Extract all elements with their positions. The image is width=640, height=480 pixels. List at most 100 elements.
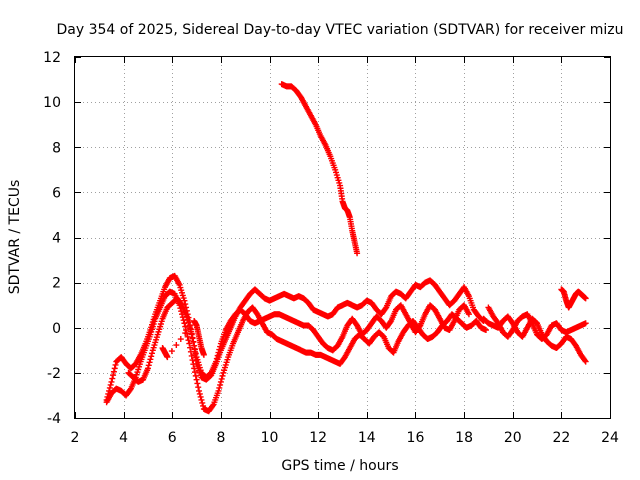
axis-ticks — [75, 57, 611, 419]
data-point-marker — [183, 313, 190, 320]
data-point-marker — [191, 369, 198, 376]
data-point-marker — [111, 365, 118, 372]
data-point-marker — [217, 381, 224, 388]
data-point-marker — [198, 396, 205, 403]
data-point-marker — [188, 352, 195, 359]
data-point-marker — [187, 348, 194, 355]
x-tick-label: 4 — [119, 430, 128, 446]
data-point-marker — [193, 376, 200, 383]
x-axis-label: GPS time / hours — [281, 458, 398, 474]
data-point-marker — [190, 339, 197, 346]
data-point-marker — [184, 333, 191, 340]
data-point-marker — [191, 346, 198, 353]
data-point-marker — [213, 355, 220, 362]
data-point-marker — [192, 372, 199, 379]
y-tick-label: 12 — [43, 50, 61, 66]
x-tick-label: 10 — [261, 430, 279, 446]
data-point-marker — [191, 365, 198, 372]
data-point-marker — [147, 356, 154, 363]
data-point-marker — [482, 327, 489, 334]
data-point-marker — [215, 387, 222, 394]
data-point-marker — [582, 320, 589, 327]
data-point-marker — [107, 381, 114, 388]
data-point-marker — [196, 390, 203, 397]
y-tick-label: 6 — [52, 185, 61, 201]
y-tick-label: -4 — [47, 411, 61, 427]
x-tick-label: 12 — [309, 430, 327, 446]
x-tick-label: 20 — [504, 430, 522, 446]
data-point-marker — [195, 384, 202, 391]
data-point-marker — [177, 336, 184, 343]
series-track-f — [485, 304, 589, 343]
y-tick-label: 0 — [52, 321, 61, 337]
data-point-marker — [181, 320, 188, 327]
data-point-marker — [106, 384, 113, 391]
data-point-marker — [582, 295, 589, 302]
data-point-marker — [191, 342, 198, 349]
x-tick-label: 8 — [216, 430, 225, 446]
data-point-marker — [187, 328, 194, 335]
data-point-marker — [200, 402, 207, 409]
data-point-marker — [189, 335, 196, 342]
data-point-marker — [219, 372, 226, 379]
chart-title: Day 354 of 2025, Sidereal Day-to-day VTE… — [57, 22, 624, 38]
data-point-marker — [217, 378, 224, 385]
x-tick-label: 24 — [601, 430, 619, 446]
x-tick-label: 18 — [455, 430, 473, 446]
data-point-marker — [146, 359, 153, 366]
data-point-marker — [187, 344, 194, 351]
y-tick-label: -2 — [47, 366, 61, 382]
data-point-marker — [354, 250, 361, 257]
data-point-marker — [168, 348, 175, 355]
data-point-marker — [190, 361, 197, 368]
data-point-marker — [216, 384, 223, 391]
series-track-d — [278, 81, 361, 257]
data-point-marker — [144, 365, 151, 372]
y-tick-label: 8 — [52, 140, 61, 156]
data-point-marker — [209, 402, 216, 409]
data-point-marker — [185, 337, 192, 344]
data-point-marker — [186, 323, 193, 330]
series-track-g — [558, 286, 589, 311]
data-point-marker — [382, 305, 389, 312]
data-point-marker — [180, 317, 187, 324]
data-point-marker — [164, 354, 171, 361]
data-point-marker — [194, 380, 201, 387]
x-tick-label: 14 — [358, 430, 376, 446]
data-point-marker — [213, 358, 220, 365]
y-tick-label: 2 — [52, 276, 61, 292]
x-tick-label: 6 — [168, 430, 177, 446]
data-point-marker — [145, 362, 152, 369]
data-point-marker — [581, 357, 588, 364]
y-tick-labels: -4 -2 0 2 4 6 8 10 12 — [43, 50, 61, 427]
data-point-marker — [127, 386, 134, 393]
data-points — [103, 81, 589, 415]
data-point-marker — [218, 375, 225, 382]
data-point-marker — [465, 311, 472, 318]
data-point-marker — [186, 340, 193, 347]
data-point-marker — [217, 343, 224, 350]
data-point-marker — [199, 399, 206, 406]
x-tick-label: 2 — [71, 430, 80, 446]
y-axis-label: SDTVAR / TECUs — [7, 180, 23, 295]
data-point-marker — [110, 368, 117, 375]
data-point-marker — [148, 353, 155, 360]
data-point-marker — [188, 331, 195, 338]
data-point-marker — [149, 350, 156, 357]
data-point-marker — [112, 361, 119, 368]
data-point-marker — [178, 301, 185, 308]
data-point-marker — [416, 323, 423, 330]
x-tick-label: 22 — [552, 430, 570, 446]
data-point-marker — [214, 352, 221, 359]
data-point-marker — [215, 349, 222, 356]
data-point-marker — [192, 350, 199, 357]
grid — [75, 57, 610, 418]
data-point-marker — [197, 393, 204, 400]
data-point-marker — [183, 327, 190, 334]
data-point-marker — [182, 330, 189, 337]
data-point-marker — [582, 358, 589, 365]
data-point-marker — [196, 387, 203, 394]
y-tick-label: 10 — [43, 95, 61, 111]
y-tick-label: 4 — [52, 231, 61, 247]
